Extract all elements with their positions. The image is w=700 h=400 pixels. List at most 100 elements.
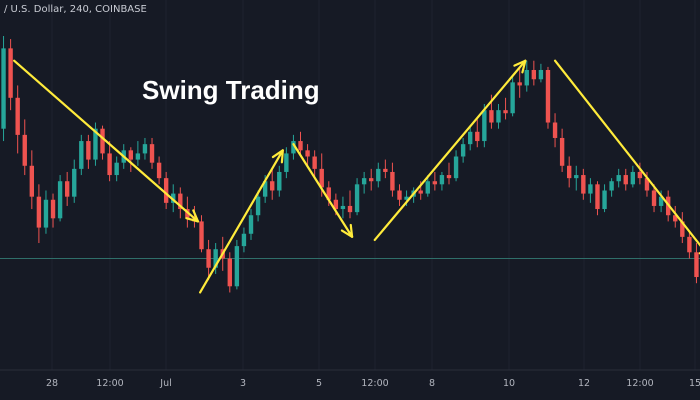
candle-body [383, 168, 388, 172]
candle[interactable] [340, 196, 346, 219]
candle[interactable] [475, 119, 480, 148]
candle-body [50, 199, 56, 219]
candle[interactable] [72, 159, 77, 203]
candle[interactable] [128, 147, 133, 172]
candle[interactable] [50, 193, 56, 228]
candle[interactable] [199, 215, 204, 253]
candle[interactable] [517, 66, 522, 98]
candle[interactable] [354, 178, 360, 216]
candle[interactable] [171, 184, 176, 213]
candle[interactable] [135, 141, 141, 166]
candle[interactable] [22, 119, 27, 176]
candle[interactable] [29, 150, 35, 210]
candle[interactable] [93, 122, 98, 166]
candle-body [616, 175, 621, 182]
candle[interactable] [595, 181, 600, 216]
candle[interactable] [43, 190, 49, 234]
candle[interactable] [277, 165, 282, 197]
candle[interactable] [100, 125, 105, 160]
candle-body [333, 199, 339, 210]
candle[interactable] [446, 162, 452, 185]
candle[interactable] [163, 171, 169, 210]
candle[interactable] [559, 128, 565, 172]
x-tick-label: 12:00 [626, 378, 653, 389]
candle[interactable] [637, 162, 643, 185]
candle-body [475, 131, 480, 142]
candle-body [128, 150, 133, 160]
candle[interactable] [79, 134, 84, 176]
candle[interactable] [616, 168, 621, 188]
candle[interactable] [36, 184, 42, 244]
candle[interactable] [298, 131, 303, 157]
candle[interactable] [496, 103, 501, 129]
candle-body [446, 175, 452, 179]
candle[interactable] [524, 60, 529, 92]
candle[interactable] [545, 66, 551, 129]
candle-body [531, 69, 537, 80]
candle[interactable] [312, 150, 317, 179]
candle[interactable] [694, 243, 699, 284]
candle[interactable] [390, 162, 395, 197]
candle[interactable] [376, 162, 381, 188]
candle[interactable] [178, 187, 183, 219]
candle[interactable] [347, 190, 353, 219]
candle-body [489, 110, 494, 123]
candle[interactable] [425, 175, 430, 197]
candle[interactable] [680, 212, 685, 244]
candle[interactable] [213, 243, 218, 274]
candle[interactable] [241, 227, 247, 253]
candle[interactable] [156, 156, 162, 185]
candle-body [305, 150, 310, 157]
candle[interactable] [142, 137, 148, 160]
candle[interactable] [460, 137, 466, 163]
candle-body [142, 144, 148, 154]
candle[interactable] [503, 97, 508, 120]
candle[interactable] [64, 171, 70, 206]
candle[interactable] [15, 85, 20, 154]
candle-body [22, 134, 27, 166]
candle[interactable] [538, 63, 544, 83]
candle[interactable] [468, 125, 473, 151]
candle-body [199, 221, 204, 250]
candle[interactable] [623, 168, 628, 191]
candle[interactable] [397, 184, 402, 206]
candle[interactable] [602, 184, 607, 213]
x-tick-label: 5 [316, 378, 322, 389]
candle[interactable] [270, 168, 275, 200]
candle[interactable] [86, 134, 91, 169]
candle[interactable] [510, 76, 515, 117]
candle[interactable] [531, 60, 537, 86]
candle[interactable] [149, 137, 155, 169]
candle-body [404, 196, 409, 200]
candle[interactable] [439, 171, 445, 191]
candle[interactable] [574, 165, 579, 191]
candle[interactable] [552, 113, 558, 148]
candle[interactable] [255, 190, 261, 222]
candle[interactable] [1, 36, 6, 142]
candle[interactable] [432, 171, 438, 191]
candle[interactable] [107, 141, 112, 182]
candle[interactable] [687, 230, 692, 259]
candle[interactable] [453, 150, 459, 182]
candle[interactable] [369, 168, 374, 191]
candle[interactable] [8, 39, 13, 111]
candle[interactable] [206, 239, 211, 281]
candle[interactable] [651, 184, 657, 213]
candle[interactable] [227, 252, 232, 293]
candle[interactable] [588, 178, 593, 203]
candle[interactable] [581, 168, 586, 200]
candle[interactable] [609, 178, 614, 197]
candle[interactable] [567, 156, 572, 188]
candle[interactable] [284, 147, 289, 179]
candle[interactable] [630, 165, 636, 188]
candle[interactable] [361, 171, 367, 194]
candle[interactable] [305, 144, 310, 166]
candle[interactable] [248, 209, 254, 240]
candle[interactable] [114, 156, 119, 182]
candle[interactable] [673, 205, 678, 228]
candle[interactable] [291, 134, 296, 160]
candle[interactable] [57, 175, 63, 222]
candle[interactable] [234, 239, 240, 290]
candle[interactable] [383, 159, 388, 179]
